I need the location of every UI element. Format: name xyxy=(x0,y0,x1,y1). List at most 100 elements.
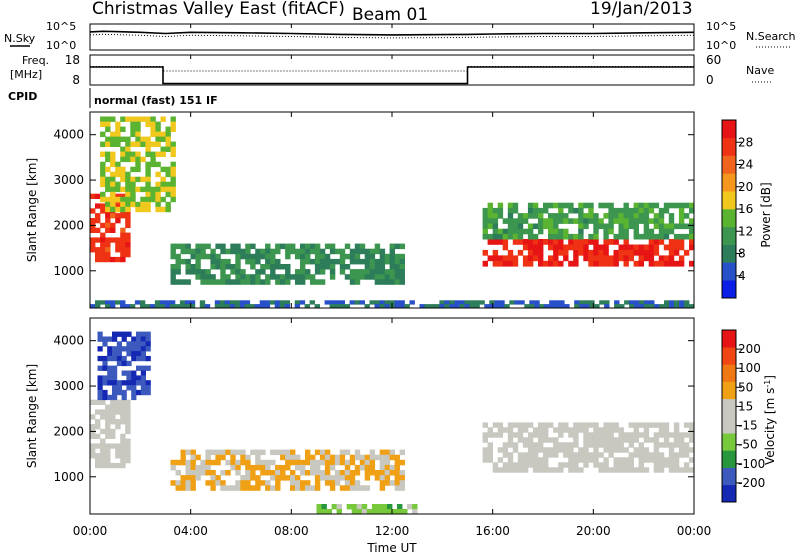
power-cell xyxy=(235,248,241,255)
power-cell xyxy=(603,228,609,235)
velocity-cell xyxy=(593,447,599,453)
velocity-cell xyxy=(280,470,286,476)
velocity-cell xyxy=(507,427,514,433)
velocity-cell xyxy=(543,427,549,433)
velocity-cell xyxy=(643,422,650,428)
velocity-cell xyxy=(613,447,619,453)
velocity-cell xyxy=(608,437,614,443)
power-cell xyxy=(349,253,356,260)
power-cell xyxy=(285,269,291,275)
velocity-cell xyxy=(285,475,291,481)
power-cell xyxy=(240,274,246,280)
power-cell xyxy=(538,260,544,267)
power-cell xyxy=(534,304,540,309)
velocity-cell xyxy=(603,457,609,463)
velocity-cell xyxy=(240,485,246,491)
power-cell xyxy=(684,300,690,305)
power-cell xyxy=(170,176,176,183)
power-cell xyxy=(110,256,116,263)
power-cell xyxy=(270,274,276,280)
power-cell xyxy=(235,253,241,260)
power-cell xyxy=(235,258,241,265)
power-cell xyxy=(145,171,151,178)
power-cell xyxy=(305,269,311,275)
velocity-cell xyxy=(136,375,142,381)
velocity-cell xyxy=(225,470,231,476)
power-cell xyxy=(469,304,475,309)
velocity-cell xyxy=(374,470,381,476)
power-cell xyxy=(170,264,176,270)
power-cell xyxy=(492,218,499,224)
velocity-cell xyxy=(376,504,383,510)
power-cell xyxy=(259,304,266,309)
power-cell xyxy=(674,300,680,305)
velocity-cell xyxy=(543,467,549,473)
power-cell xyxy=(628,244,634,251)
velocity-cell xyxy=(185,464,191,471)
velocity-cell xyxy=(689,422,695,428)
power-cell xyxy=(165,186,171,193)
velocity-cell xyxy=(381,504,388,510)
power-cell xyxy=(125,141,131,147)
velocity-cell xyxy=(285,464,291,471)
power-cell xyxy=(553,228,559,235)
power-cell xyxy=(214,300,221,305)
power-cell xyxy=(613,213,619,219)
velocity-cell xyxy=(653,432,660,438)
power-cell xyxy=(135,176,141,183)
power-cell xyxy=(529,300,535,305)
velocity-cell xyxy=(319,449,326,456)
power-cell xyxy=(110,201,116,208)
velocity-cell xyxy=(240,475,246,481)
velocity-cell xyxy=(603,427,609,433)
velocity-cell xyxy=(305,449,311,456)
power-cell xyxy=(689,223,695,230)
cpid-mode: normal (fast) 151 IF xyxy=(94,94,218,107)
velocity-cell xyxy=(230,485,236,491)
power-cell xyxy=(538,244,544,251)
velocity-cell xyxy=(205,464,211,471)
velocity-cell xyxy=(668,447,675,453)
power-cell xyxy=(527,233,534,240)
velocity-ytick-label: 1000 xyxy=(53,470,84,484)
power-cell xyxy=(668,249,675,256)
power-cell xyxy=(130,116,136,122)
power-cell xyxy=(245,248,251,255)
velocity-cell xyxy=(384,480,391,486)
power-cell xyxy=(319,248,326,255)
power-cell xyxy=(120,196,126,203)
power-cell xyxy=(558,218,564,224)
power-cell xyxy=(150,121,156,127)
power-cell xyxy=(564,304,570,309)
power-cell xyxy=(105,156,111,163)
power-cell xyxy=(314,258,321,265)
power-cell xyxy=(573,255,579,262)
velocity-cell xyxy=(384,464,391,471)
power-cell xyxy=(140,201,146,208)
power-cell xyxy=(230,243,236,250)
nsky-series xyxy=(89,30,695,36)
power-cell xyxy=(379,264,386,270)
power-cell xyxy=(683,233,690,240)
velocity-cell xyxy=(300,470,306,476)
power-cell xyxy=(499,304,505,309)
power-cell xyxy=(374,269,381,275)
power-colorbar-cell xyxy=(722,137,736,156)
velocity-cell xyxy=(349,470,356,476)
velocity-cell xyxy=(583,437,589,443)
power-cell xyxy=(275,279,281,285)
power-cell xyxy=(663,244,670,251)
power-cell xyxy=(384,258,391,265)
velocity-cell xyxy=(482,452,488,458)
velocity-cell xyxy=(126,346,132,352)
power-cell xyxy=(115,193,121,199)
power-cell xyxy=(290,248,296,255)
power-cell xyxy=(492,255,499,262)
velocity-cell xyxy=(502,447,509,453)
power-cell xyxy=(100,116,106,122)
power-cell xyxy=(603,249,609,256)
velocity-cell xyxy=(250,475,256,481)
power-cell xyxy=(275,248,281,255)
power-cell xyxy=(314,269,321,275)
power-cell xyxy=(464,304,470,309)
